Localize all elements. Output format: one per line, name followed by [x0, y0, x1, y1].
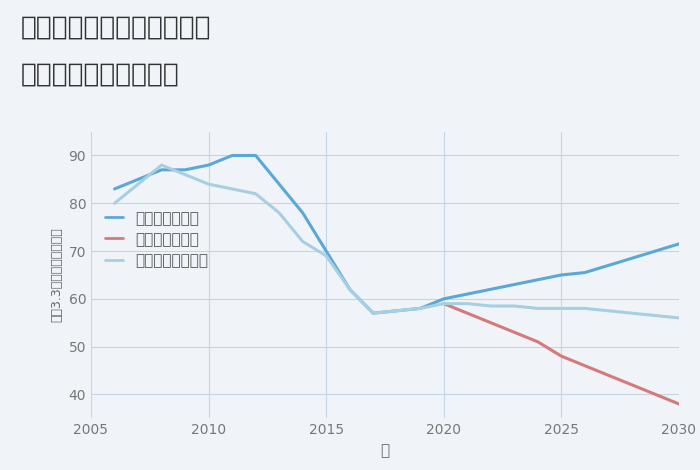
- X-axis label: 年: 年: [380, 443, 390, 458]
- グッドシナリオ: [369, 310, 377, 316]
- グッドシナリオ: [346, 287, 354, 292]
- ノーマルシナリオ: [181, 172, 189, 178]
- グッドシナリオ: [393, 308, 401, 313]
- グッドシナリオ: [416, 306, 424, 311]
- グッドシナリオ: [322, 248, 330, 254]
- ノーマルシナリオ: [463, 301, 472, 306]
- ノーマルシナリオ: [158, 162, 166, 168]
- ノーマルシナリオ: [322, 253, 330, 258]
- Line: グッドシナリオ: グッドシナリオ: [115, 156, 679, 313]
- ノーマルシナリオ: [228, 186, 237, 192]
- バッドシナリオ: [628, 382, 636, 388]
- グッドシナリオ: [604, 263, 612, 268]
- グッドシナリオ: [251, 153, 260, 158]
- グッドシナリオ: [440, 296, 448, 302]
- バッドシナリオ: [651, 392, 659, 397]
- バッドシナリオ: [533, 339, 542, 345]
- グッドシナリオ: [486, 287, 495, 292]
- グッドシナリオ: [533, 277, 542, 282]
- グッドシナリオ: [581, 270, 589, 275]
- グッドシナリオ: [204, 162, 213, 168]
- ノーマルシナリオ: [486, 303, 495, 309]
- バッドシナリオ: [486, 320, 495, 326]
- ノーマルシナリオ: [204, 181, 213, 187]
- バッドシナリオ: [510, 329, 519, 335]
- グッドシナリオ: [557, 272, 566, 278]
- ノーマルシナリオ: [675, 315, 683, 321]
- グッドシナリオ: [298, 210, 307, 216]
- ノーマルシナリオ: [628, 310, 636, 316]
- Text: 中古戸建ての価格推移: 中古戸建ての価格推移: [21, 61, 180, 87]
- ノーマルシナリオ: [604, 308, 612, 313]
- ノーマルシナリオ: [369, 310, 377, 316]
- バッドシナリオ: [440, 301, 448, 306]
- グッドシナリオ: [651, 248, 659, 254]
- グッドシナリオ: [134, 177, 142, 182]
- ノーマルシナリオ: [533, 306, 542, 311]
- グッドシナリオ: [675, 241, 683, 247]
- バッドシナリオ: [604, 372, 612, 378]
- ノーマルシナリオ: [346, 287, 354, 292]
- ノーマルシナリオ: [298, 239, 307, 244]
- バッドシナリオ: [557, 353, 566, 359]
- グッドシナリオ: [463, 291, 472, 297]
- ノーマルシナリオ: [393, 308, 401, 313]
- グッドシナリオ: [158, 167, 166, 172]
- グッドシナリオ: [510, 282, 519, 287]
- ノーマルシナリオ: [510, 303, 519, 309]
- ノーマルシナリオ: [251, 191, 260, 196]
- Text: 岐阜県海津市南濃町庭田の: 岐阜県海津市南濃町庭田の: [21, 14, 211, 40]
- グッドシナリオ: [628, 255, 636, 261]
- ノーマルシナリオ: [134, 181, 142, 187]
- ノーマルシナリオ: [416, 306, 424, 311]
- バッドシナリオ: [581, 363, 589, 368]
- バッドシナリオ: [675, 401, 683, 407]
- Legend: グッドシナリオ, バッドシナリオ, ノーマルシナリオ: グッドシナリオ, バッドシナリオ, ノーマルシナリオ: [104, 211, 208, 268]
- Line: バッドシナリオ: バッドシナリオ: [444, 304, 679, 404]
- ノーマルシナリオ: [275, 210, 284, 216]
- Y-axis label: 坪（3.3㎡）単価（万円）: 坪（3.3㎡）単価（万円）: [50, 227, 63, 322]
- ノーマルシナリオ: [440, 301, 448, 306]
- グッドシナリオ: [111, 186, 119, 192]
- グッドシナリオ: [228, 153, 237, 158]
- ノーマルシナリオ: [557, 306, 566, 311]
- Line: ノーマルシナリオ: ノーマルシナリオ: [115, 165, 679, 318]
- バッドシナリオ: [463, 310, 472, 316]
- ノーマルシナリオ: [581, 306, 589, 311]
- グッドシナリオ: [275, 181, 284, 187]
- ノーマルシナリオ: [651, 313, 659, 318]
- ノーマルシナリオ: [111, 201, 119, 206]
- グッドシナリオ: [181, 167, 189, 172]
